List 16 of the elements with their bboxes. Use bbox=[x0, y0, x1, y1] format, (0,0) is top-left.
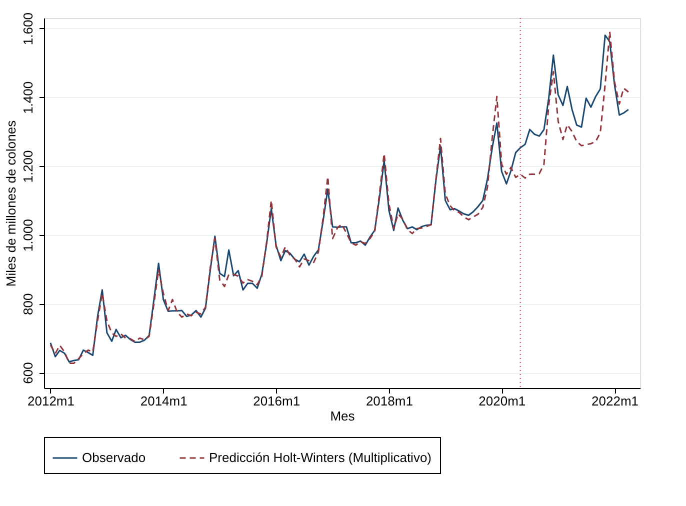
y-tick-label: 600 bbox=[20, 362, 36, 384]
y-axis-title: Miles de millones de colones bbox=[4, 120, 18, 287]
legend-label: Observado bbox=[82, 450, 146, 465]
x-tick-label: 2014m1 bbox=[140, 394, 188, 408]
x-tick-label: 2020m1 bbox=[478, 394, 526, 408]
y-tick-label: 1.600 bbox=[20, 12, 36, 46]
y-tick-label: 1.000 bbox=[20, 219, 36, 252]
x-tick-label: 2022m1 bbox=[592, 394, 639, 408]
legend-label: Predicción Holt-Winters (Multiplicativo) bbox=[209, 450, 432, 465]
y-tick-label: 1.400 bbox=[20, 81, 36, 114]
x-tick-label: 2018m1 bbox=[366, 394, 413, 408]
x-axis-title: Mes bbox=[330, 408, 356, 424]
y-tick-label: 800 bbox=[20, 293, 36, 316]
x-tick-label: 2016m1 bbox=[253, 394, 300, 408]
x-tick-label: 2012m1 bbox=[27, 394, 74, 408]
y-tick-label: 1.200 bbox=[20, 150, 36, 183]
